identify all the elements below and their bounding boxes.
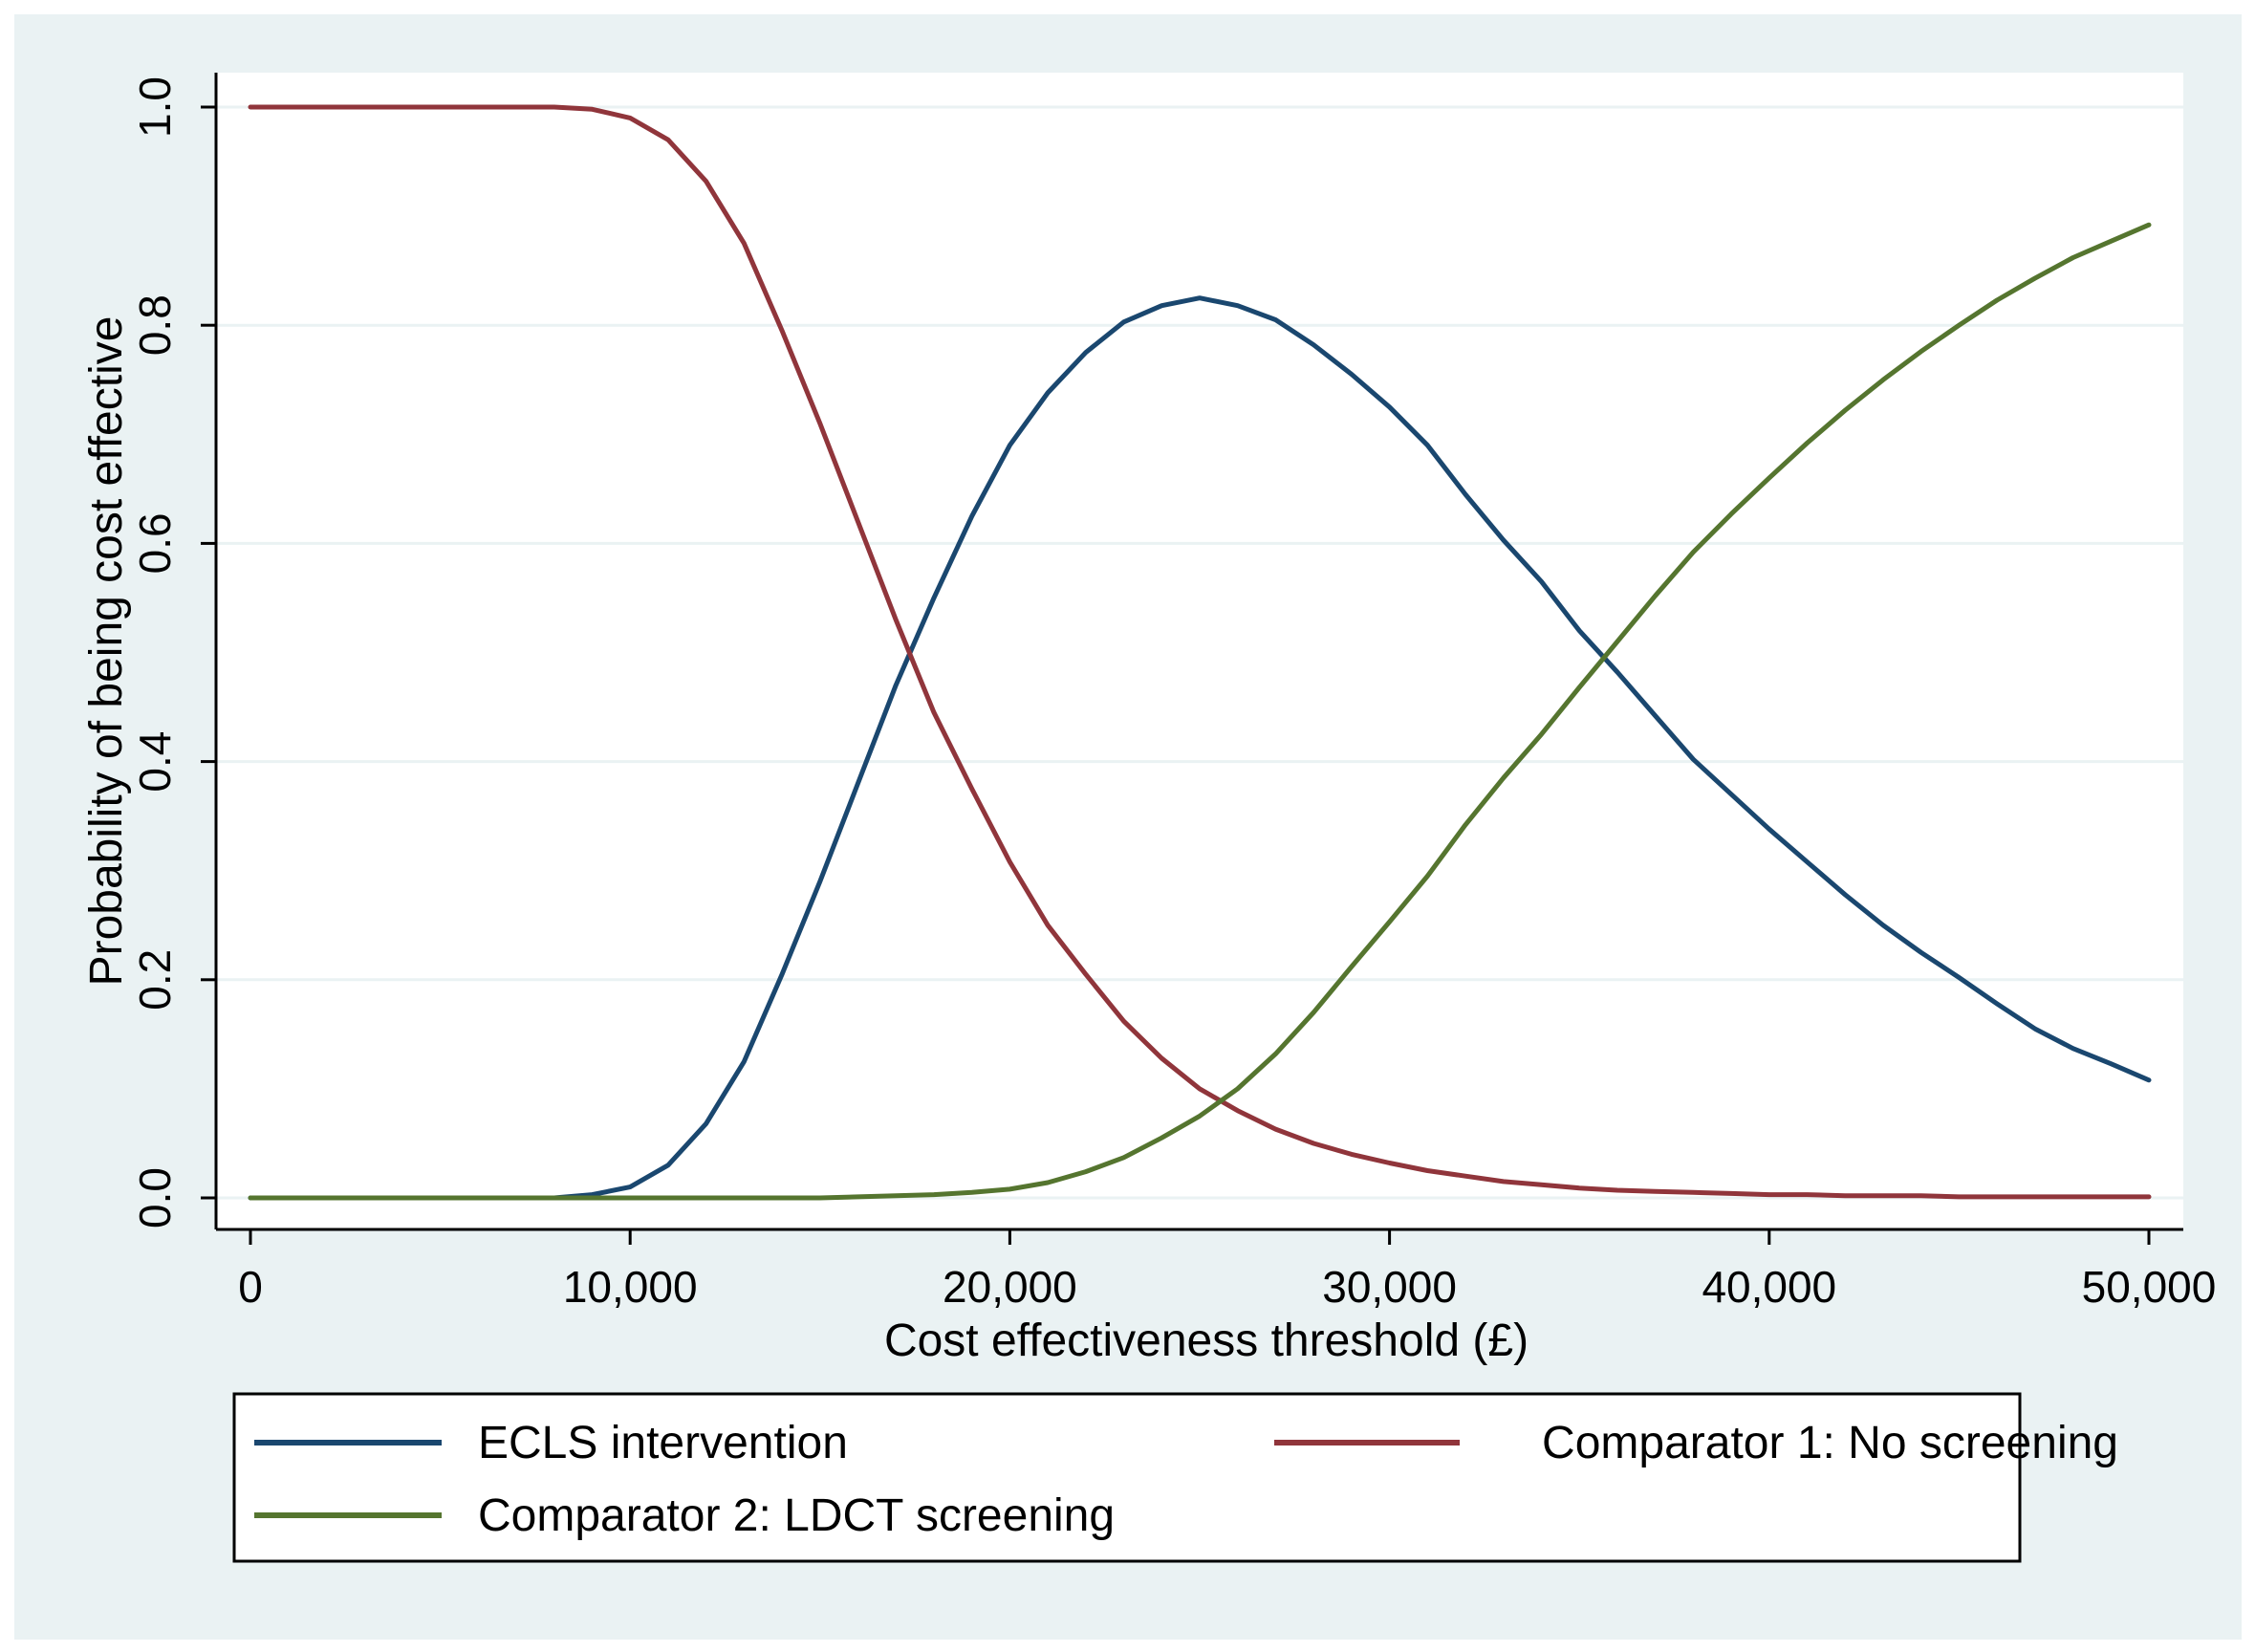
- legend: ECLS intervention Comparator 1: No screen…: [232, 1392, 2118, 1563]
- y-axis-title: Probability of being cost effective: [81, 316, 132, 987]
- legend-items: ECLS intervention Comparator 1: No screen…: [254, 1418, 2118, 1541]
- x-axis-ticks: 0 10,000 20,000 30,000 40,000 50,000: [238, 1229, 2216, 1312]
- x-axis-title: Cost effectiveness threshold (£): [884, 1315, 1529, 1366]
- y-tick-label: 0.0: [130, 1167, 180, 1228]
- series-line-2: [248, 104, 2152, 1200]
- x-tick-label: 10,000: [563, 1262, 698, 1312]
- x-tick-label: 0: [238, 1262, 263, 1312]
- x-tick-label: 30,000: [1322, 1262, 1457, 1312]
- y-axis-ticks: 0.0 0.2 0.4 0.6 0.8 1.0: [130, 76, 216, 1228]
- legend-label-3: Comparator 2: LDCT screening: [478, 1490, 1115, 1541]
- y-tick-label: 0.6: [130, 512, 180, 574]
- x-tick-label: 40,000: [1702, 1262, 1836, 1312]
- x-tick-label: 50,000: [2082, 1262, 2217, 1312]
- plot-area: [216, 73, 2183, 1229]
- legend-label-2: Comparator 1: No screening: [1542, 1418, 2118, 1468]
- y-tick-label: 1.0: [130, 76, 180, 138]
- series-line-3: [248, 222, 2152, 1201]
- y-tick-label: 0.8: [130, 294, 180, 356]
- y-tick-label: 0.2: [130, 949, 180, 1011]
- y-tick-label: 0.4: [130, 731, 180, 793]
- x-tick-label: 20,000: [943, 1262, 1077, 1312]
- legend-box: [232, 1392, 2022, 1563]
- series-layer: [248, 104, 2152, 1201]
- legend-label-1: ECLS intervention: [478, 1418, 848, 1468]
